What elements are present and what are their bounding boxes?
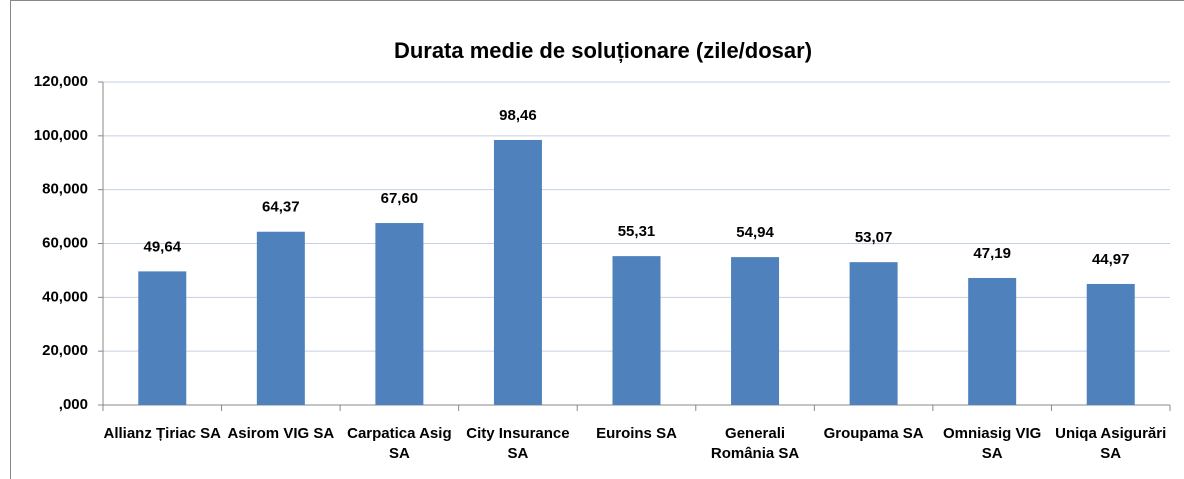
y-tick-label: 20,000 [42,342,88,359]
x-tick-label: Asirom VIG SA [227,425,335,442]
bar [612,256,661,405]
x-tick-label: Euroins SA [596,425,677,442]
data-label: 54,94 [736,224,774,241]
y-tick-label: 100,000 [34,127,88,144]
x-tick-label: Generali România SA [710,425,800,462]
data-label: 47,19 [973,245,1011,262]
data-label: 53,07 [855,229,893,246]
y-tick-label: 120,000 [34,73,88,90]
bar [849,262,898,405]
bar [731,257,780,405]
bar [493,139,542,405]
data-label: 44,97 [1092,251,1130,268]
bar [375,223,424,405]
y-tick-label: 60,000 [42,234,88,251]
bar [256,231,305,405]
data-label: 55,31 [618,223,656,240]
x-tick-label: Allianz Țiriac SA [103,425,222,442]
chart-title: Durata medie de soluționare (zile/dosar) [394,38,812,63]
y-tick-label: 40,000 [42,288,88,305]
bar [138,271,187,405]
data-label: 98,46 [499,107,537,124]
data-label: 49,64 [144,238,182,255]
y-tick-label: 80,000 [42,181,88,198]
x-tick-label: Carpatica Asig SA [347,425,452,462]
y-tick-label: ,000 [59,396,88,413]
bar [1086,283,1135,405]
x-tick-label: Uniqa Asigurări SA [1055,425,1167,462]
x-tick-label: Groupama SA [823,425,924,442]
data-label: 67,60 [381,190,419,207]
bar [968,277,1017,405]
chart-border [10,0,1184,479]
x-tick-label: City Insurance SA [466,425,570,462]
data-label: 64,37 [262,199,300,216]
x-tick-label: Omniasig VIG SA [942,425,1042,462]
